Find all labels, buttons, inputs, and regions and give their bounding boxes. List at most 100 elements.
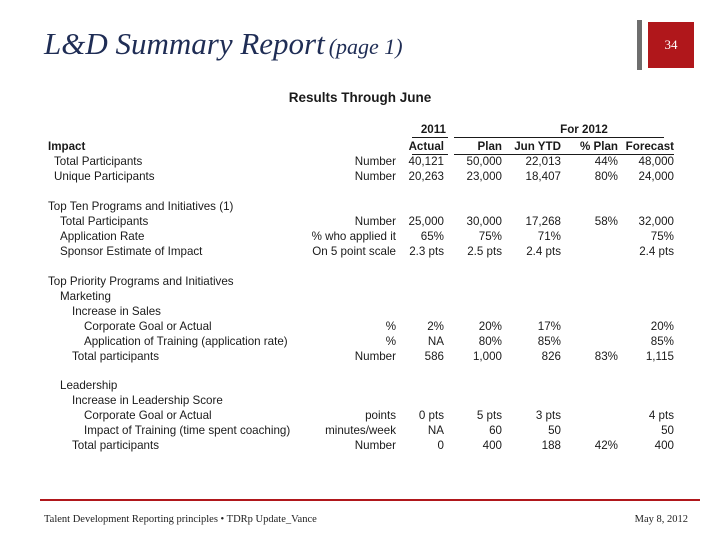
col-actual: Actual xyxy=(408,140,444,153)
jun-ytd-cell: 2.4 pts xyxy=(526,245,561,258)
unit-cell: minutes/week xyxy=(325,424,396,437)
row-label: Corporate Goal or Actual xyxy=(84,409,212,422)
actual-col-underline xyxy=(412,154,448,155)
plan-cell: 30,000 xyxy=(466,215,502,228)
plan-cell: 80% xyxy=(478,335,502,348)
actual-year-header: 2011 xyxy=(420,123,446,136)
forecast-cell: 400 xyxy=(654,439,674,452)
row-label: Application of Training (application rat… xyxy=(84,335,288,348)
plan-cell: 2.5 pts xyxy=(467,245,502,258)
row-label: Total participants xyxy=(72,350,159,363)
col-forecast: Forecast xyxy=(625,140,674,153)
row-label: Top Priority Programs and Initiatives xyxy=(48,275,234,288)
row-label: Increase in Leadership Score xyxy=(72,394,223,407)
unit-cell: Number xyxy=(354,215,396,228)
pct-plan-cell: 58% xyxy=(594,215,618,228)
jun-ytd-cell: 18,407 xyxy=(525,170,561,183)
slide-title: L&D Summary Report (page 1) xyxy=(44,26,403,62)
unit-cell: On 5 point scale xyxy=(312,245,396,258)
table-row: Impact of Training (time spent coaching)… xyxy=(44,423,676,438)
report-table: Results Through June 2011 For 2012 Impac… xyxy=(44,86,676,454)
unit-cell: % xyxy=(385,320,396,333)
plan-cell: 23,000 xyxy=(466,170,502,183)
plan-cell: 5 pts xyxy=(476,409,502,422)
row-label: Unique Participants xyxy=(54,170,155,183)
pct-plan-cell: 80% xyxy=(594,170,618,183)
report-heading: Results Through June xyxy=(288,90,432,105)
forecast-cell: 4 pts xyxy=(648,409,674,422)
forecast-cell: 24,000 xyxy=(638,170,674,183)
actual-cell: 586 xyxy=(424,350,444,363)
row-label: Total Participants xyxy=(60,215,149,228)
table-row: Total Participants Number 25,000 30,000 17,2… xyxy=(44,214,676,229)
col-jun-ytd: Jun YTD xyxy=(514,140,561,153)
table-row: Top Ten Programs and Initiatives (1) xyxy=(44,199,676,214)
jun-ytd-cell: 22,013 xyxy=(525,155,561,168)
unit-cell: % who applied it xyxy=(311,230,396,243)
forecast-cell: 85% xyxy=(650,335,674,348)
pct-plan-cell: 44% xyxy=(594,155,618,168)
unit-cell: Number xyxy=(354,439,396,452)
pct-plan-cell: 83% xyxy=(594,350,618,363)
row-label: Leadership xyxy=(60,379,118,392)
table-row: Application Rate % who applied it 65% 75% 71… xyxy=(44,229,676,244)
table-row: Sponsor Estimate of Impact On 5 point sca… xyxy=(44,244,676,259)
actual-cell: 2.3 pts xyxy=(409,245,444,258)
actual-cell: 25,000 xyxy=(408,215,444,228)
row-label: Sponsor Estimate of Impact xyxy=(60,245,203,258)
jun-ytd-cell: 85% xyxy=(537,335,561,348)
slide-title-main: L&D Summary Report xyxy=(44,26,325,61)
row-label: Total Participants xyxy=(54,155,143,168)
plan-cell: 75% xyxy=(478,230,502,243)
plan-cell: 60 xyxy=(489,424,502,437)
plan-cell: 50,000 xyxy=(466,155,502,168)
actual-cell: 20,263 xyxy=(408,170,444,183)
plan-cell: 20% xyxy=(478,320,502,333)
table-row: Total Participants Number 40,121 50,000 22,0… xyxy=(44,154,676,169)
forecast-cell: 20% xyxy=(650,320,674,333)
pct-plan-cell: 42% xyxy=(594,439,618,452)
table-row: Application of Training (application rat… xyxy=(44,334,676,349)
row-label: Increase in Sales xyxy=(72,305,161,318)
forecast-cell: 2.4 pts xyxy=(639,245,674,258)
group-header-row: 2011 For 2012 xyxy=(44,122,676,137)
jun-ytd-cell: 17,268 xyxy=(525,215,561,228)
table-row: Unique Participants Number 20,263 23,000 18,… xyxy=(44,169,676,184)
footer-caption: Talent Development Reporting principles … xyxy=(44,514,317,525)
table-row: Corporate Goal or Actual% 2% 20% 17% 20% xyxy=(44,319,676,334)
jun-ytd-cell: 17% xyxy=(537,320,561,333)
col-plan: Plan xyxy=(477,140,502,153)
actual-cell: 40,121 xyxy=(408,155,444,168)
table-row: Leadership xyxy=(44,378,676,393)
footer-date: May 8, 2012 xyxy=(634,514,688,525)
jun-ytd-cell: 50 xyxy=(548,424,561,437)
actual-cell: 0 xyxy=(437,439,444,452)
slide-title-sub: (page 1) xyxy=(328,34,403,59)
row-label: Total participants xyxy=(72,439,159,452)
actual-cell: 0 pts xyxy=(418,409,444,422)
plan-year-underline xyxy=(454,137,664,138)
jun-ytd-cell: 188 xyxy=(541,439,561,452)
table-row: Increase in Leadership Score xyxy=(44,393,676,408)
table-row: Top Priority Programs and Initiatives xyxy=(44,274,676,289)
forecast-cell: 75% xyxy=(650,230,674,243)
actual-cell: NA xyxy=(427,424,444,437)
actual-year-underline xyxy=(412,137,448,138)
page-number-badge: 34 xyxy=(648,22,694,68)
forecast-cell: 50 xyxy=(661,424,674,437)
col-impact: Impact xyxy=(48,140,86,153)
actual-cell: 2% xyxy=(427,320,444,333)
table-row: Increase in Sales xyxy=(44,304,676,319)
title-accent-bar xyxy=(637,20,642,70)
unit-cell: Number xyxy=(354,155,396,168)
row-label: Top Ten Programs and Initiatives (1) xyxy=(48,200,234,213)
unit-cell: points xyxy=(365,409,396,422)
col-pct-plan: % Plan xyxy=(579,140,618,153)
table-row: Total participants Number 586 1,000 826 83% 1,… xyxy=(44,349,676,364)
table-row: Corporate Goal or Actual points 0 pts 5 pts… xyxy=(44,408,676,423)
actual-cell: NA xyxy=(427,335,444,348)
forecast-cell: 1,115 xyxy=(645,350,674,363)
plan-cols-underline xyxy=(454,154,674,155)
unit-cell: Number xyxy=(354,350,396,363)
row-label: Marketing xyxy=(60,290,111,303)
